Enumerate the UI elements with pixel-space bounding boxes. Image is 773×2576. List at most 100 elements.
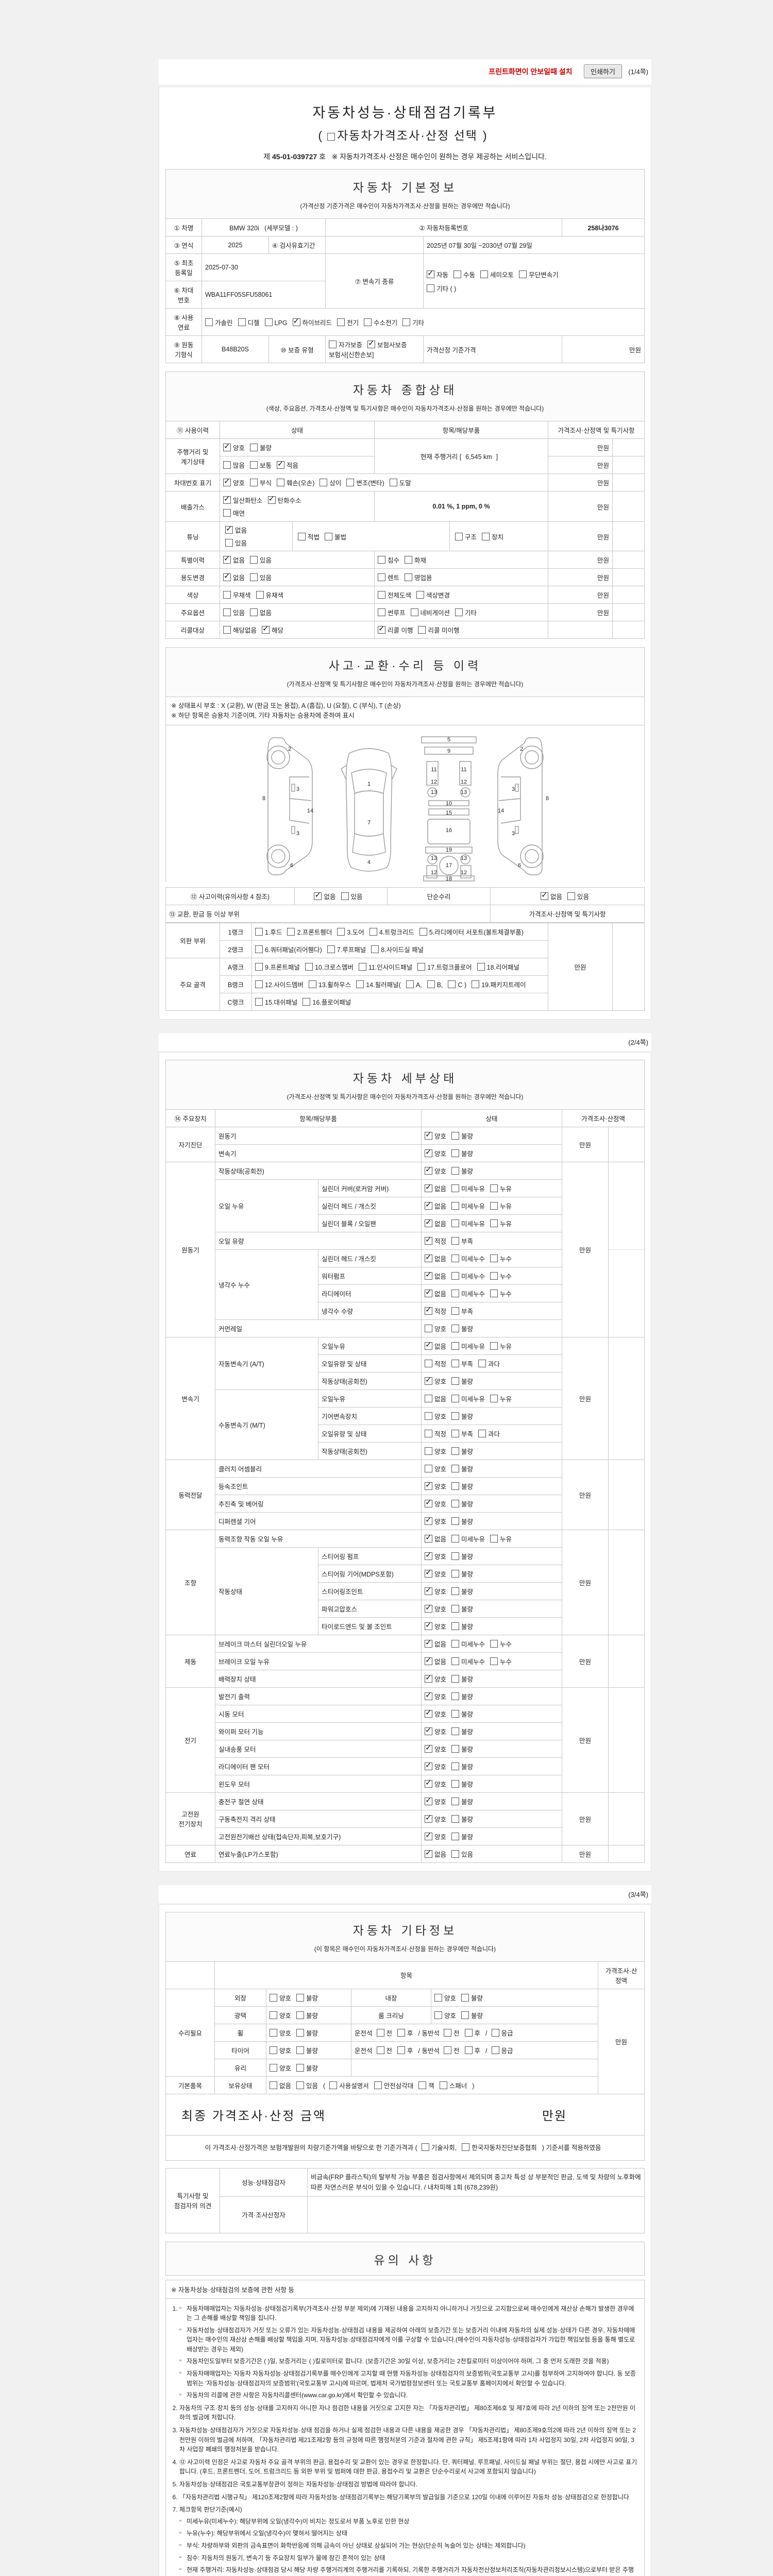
checkbox-checked-icon[interactable] — [425, 1813, 433, 1823]
checkbox-checked-icon[interactable] — [425, 1603, 433, 1613]
checkbox-checked-icon[interactable] — [425, 1673, 433, 1683]
checkbox-icon[interactable] — [451, 1394, 460, 1402]
checkbox-icon[interactable] — [296, 2028, 305, 2037]
checkbox-icon[interactable] — [296, 2011, 305, 2019]
checkbox-checked-icon[interactable] — [425, 1638, 433, 1648]
checkbox-checked-icon[interactable] — [425, 1708, 433, 1718]
checkbox-icon[interactable] — [451, 1657, 460, 1665]
checkbox-checked-icon[interactable] — [425, 1831, 433, 1840]
checkbox-icon[interactable] — [250, 573, 258, 581]
checkbox-icon[interactable] — [451, 1272, 460, 1280]
checkbox-icon[interactable] — [378, 591, 385, 599]
checkbox-icon[interactable] — [406, 980, 414, 988]
checkbox-icon[interactable] — [270, 2081, 277, 2089]
checkbox-icon[interactable] — [490, 1639, 498, 1648]
checkbox-checked-icon[interactable] — [425, 1515, 433, 1525]
checkbox-checked-icon[interactable] — [425, 1743, 433, 1753]
install-hint[interactable]: 프린트화면이 안보일때 설치 — [489, 67, 573, 76]
checkbox-icon[interactable] — [369, 927, 377, 936]
checkbox-icon[interactable] — [461, 1993, 469, 2002]
checkbox-icon[interactable] — [451, 1587, 460, 1595]
checkbox-checked-icon[interactable] — [425, 1252, 433, 1262]
checkbox-icon[interactable] — [296, 2081, 305, 2089]
checkbox-icon[interactable] — [358, 962, 366, 971]
checkbox-icon[interactable] — [491, 2046, 499, 2054]
checkbox-checked-icon[interactable] — [425, 1165, 433, 1175]
checkbox-icon[interactable] — [451, 1797, 460, 1805]
checkbox-icon[interactable] — [405, 573, 413, 581]
checkbox-icon[interactable] — [223, 509, 231, 517]
checkbox-icon[interactable] — [472, 980, 480, 988]
checkbox-icon[interactable] — [425, 1429, 433, 1437]
checkbox-icon[interactable] — [478, 1359, 486, 1367]
checkbox-icon[interactable] — [451, 1604, 460, 1613]
checkbox-icon[interactable] — [477, 962, 485, 971]
checkbox-icon[interactable] — [451, 1377, 460, 1385]
checkbox-checked-icon[interactable] — [425, 1620, 433, 1630]
checkbox-checked-icon[interactable] — [223, 554, 231, 564]
checkbox-checked-icon[interactable] — [425, 1270, 433, 1280]
checkbox-checked-icon[interactable] — [425, 1848, 433, 1858]
checkbox-icon[interactable] — [451, 1639, 460, 1648]
checkbox-icon[interactable] — [451, 1289, 460, 1297]
checkbox-icon[interactable] — [490, 1184, 498, 1192]
checkbox-checked-icon[interactable] — [314, 890, 322, 900]
checkbox-icon[interactable] — [417, 962, 426, 971]
checkbox-icon[interactable] — [255, 927, 263, 936]
checkbox-icon[interactable] — [250, 461, 258, 469]
checkbox-icon[interactable] — [451, 1254, 460, 1262]
checkbox-icon[interactable] — [356, 980, 364, 988]
checkbox-icon[interactable] — [490, 1272, 498, 1280]
checkbox-icon[interactable] — [451, 1709, 460, 1718]
checkbox-checked-icon[interactable] — [425, 1778, 433, 1788]
checkbox-icon[interactable] — [364, 318, 372, 326]
checkbox-checked-icon[interactable] — [425, 1130, 433, 1140]
checkbox-icon[interactable] — [296, 2046, 305, 2054]
checkbox-icon[interactable] — [451, 1464, 460, 1472]
checkbox-icon[interactable] — [270, 2063, 277, 2072]
checkbox-icon[interactable] — [337, 927, 345, 936]
checkbox-icon[interactable] — [303, 997, 311, 1006]
checkbox-icon[interactable] — [461, 2011, 469, 2019]
checkbox-icon[interactable] — [255, 980, 263, 988]
checkbox-icon[interactable] — [418, 2081, 427, 2089]
checkbox-icon[interactable] — [329, 2081, 338, 2089]
checkbox-checked-icon[interactable] — [425, 1287, 433, 1297]
checkbox-checked-icon[interactable] — [425, 1725, 433, 1735]
checkbox-icon[interactable] — [490, 1289, 498, 1297]
checkbox-icon[interactable] — [416, 591, 425, 599]
checkbox-icon[interactable] — [223, 461, 231, 469]
checkbox-icon[interactable] — [418, 626, 426, 634]
checkbox-icon[interactable] — [397, 2046, 406, 2054]
checkbox-icon[interactable] — [255, 945, 263, 953]
checkbox-icon[interactable] — [250, 608, 258, 616]
checkbox-icon[interactable] — [378, 556, 385, 564]
checkbox-icon[interactable] — [378, 608, 385, 616]
checkbox-checked-icon[interactable] — [425, 1217, 433, 1227]
checkbox-checked-icon[interactable] — [425, 1795, 433, 1805]
checkbox-icon[interactable] — [296, 2063, 305, 2072]
checkbox-icon[interactable] — [296, 1993, 305, 2002]
checkbox-icon[interactable] — [434, 2011, 442, 2019]
checkbox-icon[interactable] — [425, 1324, 433, 1332]
checkbox-icon[interactable] — [389, 479, 397, 486]
checkbox-checked-icon[interactable] — [425, 1480, 433, 1490]
checkbox-icon[interactable] — [451, 1762, 460, 1770]
checkbox-icon[interactable] — [425, 1394, 433, 1402]
checkbox-checked-icon[interactable] — [425, 1235, 433, 1245]
checkbox-checked-icon[interactable] — [425, 1655, 433, 1665]
checkbox-icon[interactable] — [451, 1534, 460, 1543]
checkbox-icon[interactable] — [444, 2046, 451, 2054]
checkbox-icon[interactable] — [277, 479, 285, 486]
checkbox-icon[interactable] — [451, 1569, 460, 1578]
checkbox-icon[interactable] — [451, 1622, 460, 1630]
checkbox-icon[interactable] — [425, 1359, 433, 1367]
checkbox-icon[interactable] — [205, 318, 213, 326]
checkbox-icon[interactable] — [327, 133, 335, 141]
checkbox-icon[interactable] — [451, 1552, 460, 1560]
checkbox-checked-icon[interactable] — [425, 1533, 433, 1543]
checkbox-checked-icon[interactable] — [292, 316, 300, 326]
checkbox-icon[interactable] — [434, 1993, 442, 2002]
checkbox-checked-icon[interactable] — [425, 1375, 433, 1385]
checkbox-checked-icon[interactable] — [223, 494, 231, 504]
